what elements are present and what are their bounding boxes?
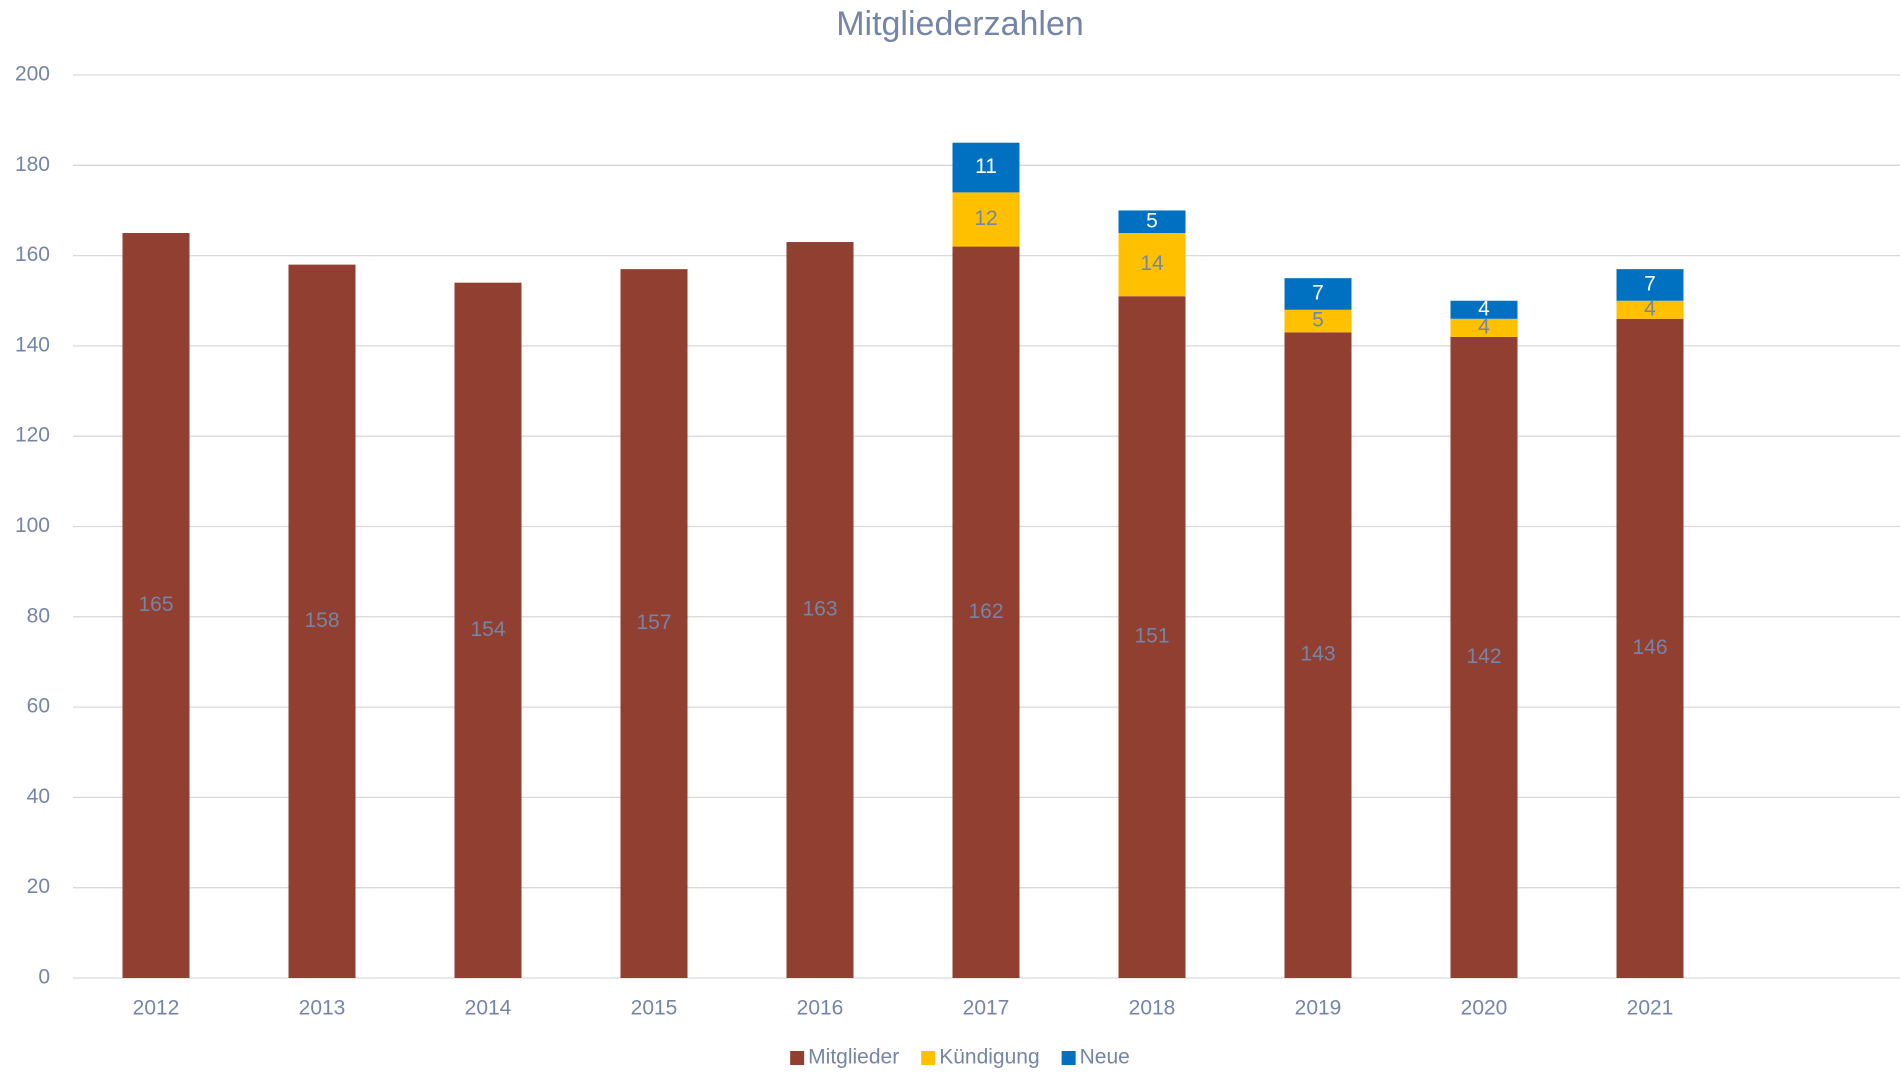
data-label: 162	[968, 600, 1003, 623]
y-tick-label: 140	[15, 333, 50, 356]
legend-label: Neue	[1080, 1046, 1130, 1069]
data-label: 146	[1632, 636, 1667, 659]
y-tick-label: 200	[15, 63, 50, 86]
y-tick-label: 60	[27, 695, 50, 718]
y-tick-label: 0	[38, 966, 50, 989]
x-tick-label: 2017	[963, 997, 1010, 1020]
data-label: 7	[1312, 282, 1324, 305]
x-tick-label: 2021	[1627, 997, 1674, 1020]
y-tick-label: 80	[27, 604, 50, 627]
x-tick-label: 2020	[1461, 997, 1508, 1020]
data-label: 154	[470, 618, 505, 641]
data-label: 7	[1644, 272, 1656, 295]
legend-swatch	[921, 1051, 935, 1065]
y-tick-label: 180	[15, 153, 50, 176]
chart-title: Mitgliederzahlen	[836, 5, 1084, 43]
data-label: 158	[304, 609, 339, 632]
legend-swatch	[790, 1051, 804, 1065]
data-label: 143	[1300, 643, 1335, 666]
x-tick-label: 2012	[133, 997, 180, 1020]
data-label: 5	[1146, 209, 1158, 232]
data-label: 157	[636, 611, 671, 634]
data-label: 14	[1140, 252, 1164, 275]
data-label: 163	[802, 598, 837, 621]
x-tick-label: 2018	[1129, 997, 1176, 1020]
x-tick-label: 2014	[465, 997, 512, 1020]
y-tick-label: 40	[27, 785, 50, 808]
x-tick-label: 2015	[631, 997, 678, 1020]
data-label: 5	[1312, 309, 1324, 332]
y-tick-label: 120	[15, 424, 50, 447]
y-tick-label: 100	[15, 514, 50, 537]
x-tick-label: 2019	[1295, 997, 1342, 1020]
data-label: 142	[1466, 645, 1501, 668]
data-label: 12	[974, 207, 997, 230]
legend-label: Mitglieder	[808, 1046, 899, 1069]
data-label: 11	[975, 155, 997, 178]
chart: Mitgliederzahlen 0 20 40 60 80 100 120 140 160 18…	[0, 0, 1902, 1073]
data-label: 4	[1644, 297, 1656, 320]
y-tick-label: 160	[15, 243, 50, 266]
y-tick-label: 20	[27, 875, 50, 898]
data-label: 165	[138, 593, 173, 616]
x-tick-label: 2013	[299, 997, 346, 1020]
legend-swatch	[1062, 1051, 1076, 1065]
legend-label: Kündigung	[939, 1046, 1039, 1069]
data-label: 4	[1478, 297, 1490, 320]
x-tick-label: 2016	[797, 997, 844, 1020]
data-label: 151	[1134, 625, 1169, 648]
